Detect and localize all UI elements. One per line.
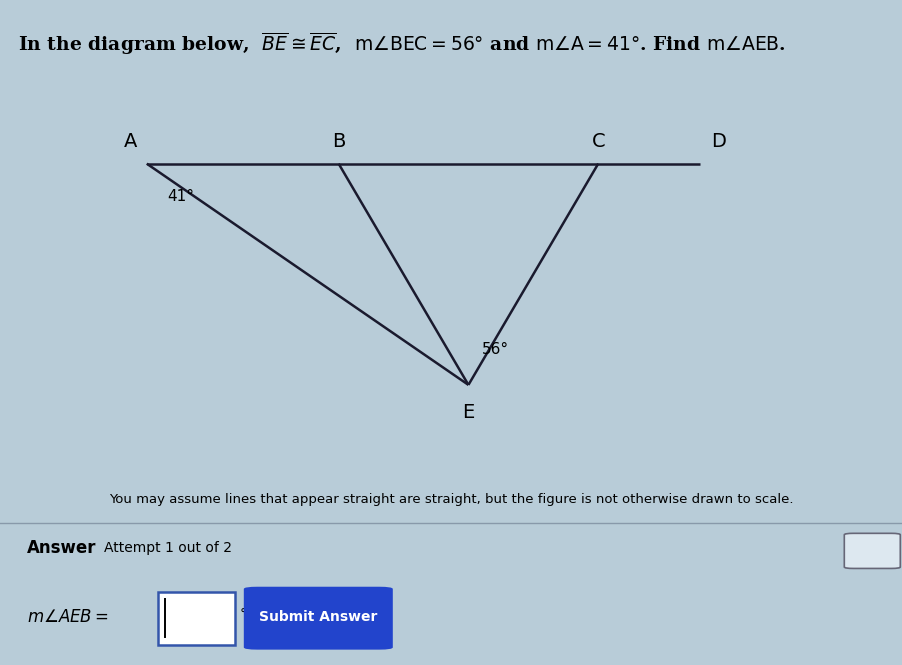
- FancyBboxPatch shape: [244, 587, 392, 650]
- FancyBboxPatch shape: [158, 592, 235, 644]
- Text: A: A: [124, 132, 137, 150]
- Text: 56°: 56°: [482, 342, 509, 356]
- Text: B: B: [332, 132, 345, 150]
- Text: $m\angle AEB =$: $m\angle AEB =$: [27, 608, 109, 626]
- Text: 41°: 41°: [167, 189, 194, 203]
- Text: D: D: [711, 132, 725, 150]
- Text: E: E: [462, 403, 474, 422]
- Text: Attempt 1 out of 2: Attempt 1 out of 2: [104, 541, 232, 555]
- Text: You may assume lines that appear straight are straight, but the figure is not ot: You may assume lines that appear straigh…: [109, 493, 793, 505]
- FancyBboxPatch shape: [843, 533, 899, 569]
- Text: Submit Answer: Submit Answer: [258, 610, 377, 624]
- Text: C: C: [591, 132, 604, 150]
- Text: Answer: Answer: [27, 539, 97, 557]
- Text: °: °: [239, 608, 246, 622]
- Text: In the diagram below,  $\overline{BE} \cong \overline{EC}$,  $\rm{m}\angle BEC =: In the diagram below, $\overline{BE} \co…: [18, 30, 785, 57]
